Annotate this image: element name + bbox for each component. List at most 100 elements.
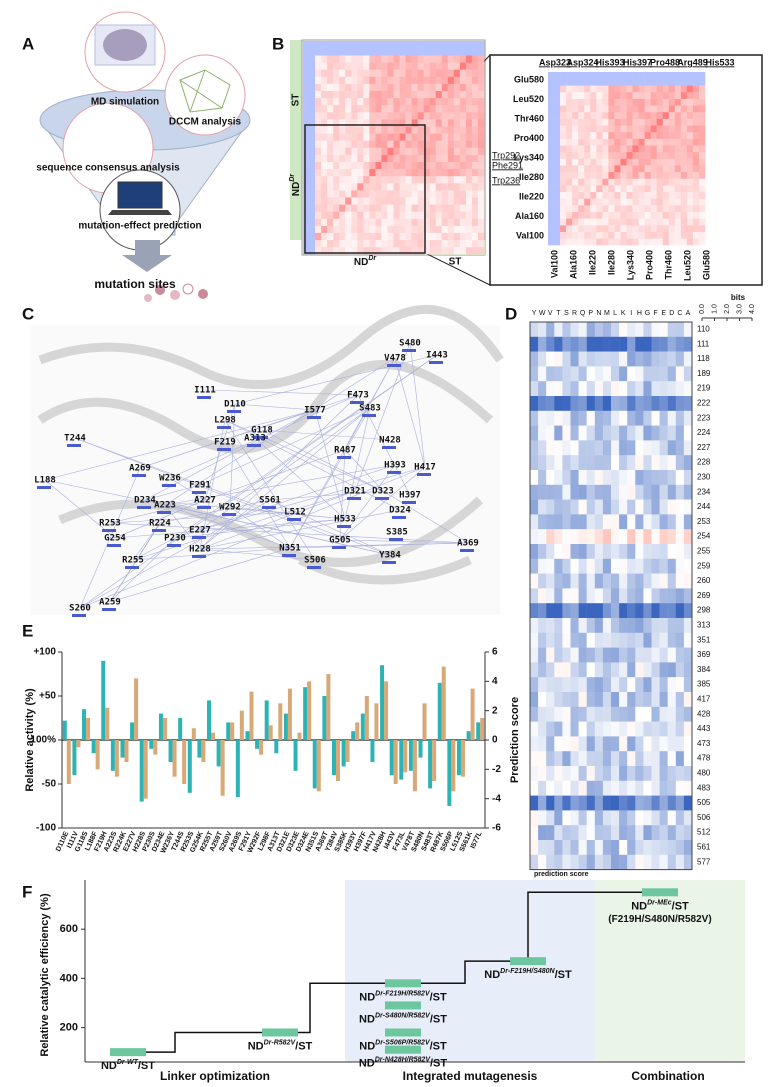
heat-cell xyxy=(357,119,364,127)
heat-cell xyxy=(321,48,328,56)
heat-cell xyxy=(651,381,660,397)
heat-cell xyxy=(339,225,346,233)
heat-cell xyxy=(602,218,609,226)
heat-cell xyxy=(554,470,563,485)
column-label: E xyxy=(661,310,666,317)
heat-cell xyxy=(465,168,473,177)
heat-cell xyxy=(441,69,449,77)
heat-cell xyxy=(548,191,555,199)
heat-cell xyxy=(465,197,473,205)
heat-cell xyxy=(651,751,660,767)
heat-cell xyxy=(578,706,587,722)
heat-cell xyxy=(656,238,664,246)
heat-cell xyxy=(635,455,644,471)
heat-cell xyxy=(405,175,412,184)
heat-cell xyxy=(447,211,455,219)
heat-cell xyxy=(698,98,706,106)
heat-cell xyxy=(351,133,358,141)
y2-tick-label: -4 xyxy=(492,793,501,804)
y-tick-label: Glu580 xyxy=(514,74,544,84)
heat-cell xyxy=(327,112,334,120)
heat-cell xyxy=(327,154,334,162)
contact-line xyxy=(79,466,426,609)
residue-stick xyxy=(152,529,166,532)
heat-cell xyxy=(411,190,418,198)
heat-cell xyxy=(471,232,479,241)
y-tick-label: Lys340 xyxy=(514,152,544,162)
heat-cell xyxy=(327,147,334,155)
contact-line xyxy=(254,437,346,520)
heat-cell xyxy=(554,231,561,239)
heat-cell xyxy=(538,706,547,722)
heat-cell xyxy=(345,62,352,70)
residue-stick xyxy=(132,474,146,477)
heat-cell xyxy=(548,105,555,113)
heat-cell xyxy=(626,218,633,226)
row-label: 512 xyxy=(697,828,711,837)
heat-cell xyxy=(680,131,688,139)
heat-cell xyxy=(351,104,358,113)
heat-cell xyxy=(423,133,430,141)
heat-cell xyxy=(650,111,657,119)
heat-cell xyxy=(309,175,316,184)
heat-cell xyxy=(578,85,585,93)
y-tick-label: Pro400 xyxy=(514,133,544,143)
row-label: 561 xyxy=(697,843,711,852)
contact-line xyxy=(114,518,346,539)
heat-cell xyxy=(656,225,664,232)
heat-cell xyxy=(651,780,660,796)
heat-cell xyxy=(441,126,449,134)
heat-cell xyxy=(611,721,620,737)
heat-cell xyxy=(381,133,388,141)
heat-cell xyxy=(686,198,694,206)
heat-cell xyxy=(315,161,322,170)
heat-cell xyxy=(667,351,676,367)
heat-cell xyxy=(453,126,461,134)
heat-cell xyxy=(387,232,394,241)
heat-cell xyxy=(429,239,437,248)
heat-cell xyxy=(538,410,547,426)
heat-cell xyxy=(578,603,587,619)
heat-cell xyxy=(315,55,322,63)
heat-cell xyxy=(627,618,636,633)
residue-label: V478 xyxy=(384,354,406,364)
heat-cell xyxy=(429,140,437,148)
heat-cell xyxy=(594,470,604,485)
heat-cell xyxy=(619,440,628,456)
heat-cell xyxy=(602,211,609,219)
heat-cell xyxy=(387,48,394,56)
contact-line xyxy=(199,407,371,486)
heat-cell xyxy=(643,721,652,737)
heat-cell xyxy=(345,204,352,212)
heat-cell xyxy=(554,165,561,173)
heat-cell xyxy=(594,455,604,471)
heat-cell xyxy=(435,232,443,241)
bar xyxy=(355,722,360,740)
heat-cell xyxy=(596,178,603,186)
heat-cell xyxy=(643,810,652,826)
heat-cell xyxy=(596,85,603,93)
column-label: V xyxy=(548,310,553,317)
heat-cell xyxy=(644,151,651,159)
heat-cell xyxy=(387,168,394,177)
heat-cell xyxy=(546,603,555,619)
heat-cell xyxy=(683,588,693,604)
heat-cell xyxy=(698,105,706,113)
heat-cell xyxy=(578,171,585,179)
heat-cell xyxy=(423,83,430,91)
heat-cell xyxy=(429,62,437,70)
heat-cell xyxy=(596,238,603,246)
heat-cell xyxy=(560,72,567,79)
heat-cell xyxy=(560,98,567,106)
heat-cell xyxy=(405,119,412,127)
heat-cell xyxy=(596,231,603,239)
heat-cell xyxy=(363,246,370,255)
heat-cell xyxy=(570,840,579,855)
heat-cell xyxy=(417,218,424,226)
heat-cell xyxy=(680,158,688,166)
heat-cell xyxy=(321,218,328,226)
heat-cell xyxy=(627,410,636,426)
heat-cell xyxy=(357,175,364,184)
heat-cell xyxy=(692,105,700,113)
